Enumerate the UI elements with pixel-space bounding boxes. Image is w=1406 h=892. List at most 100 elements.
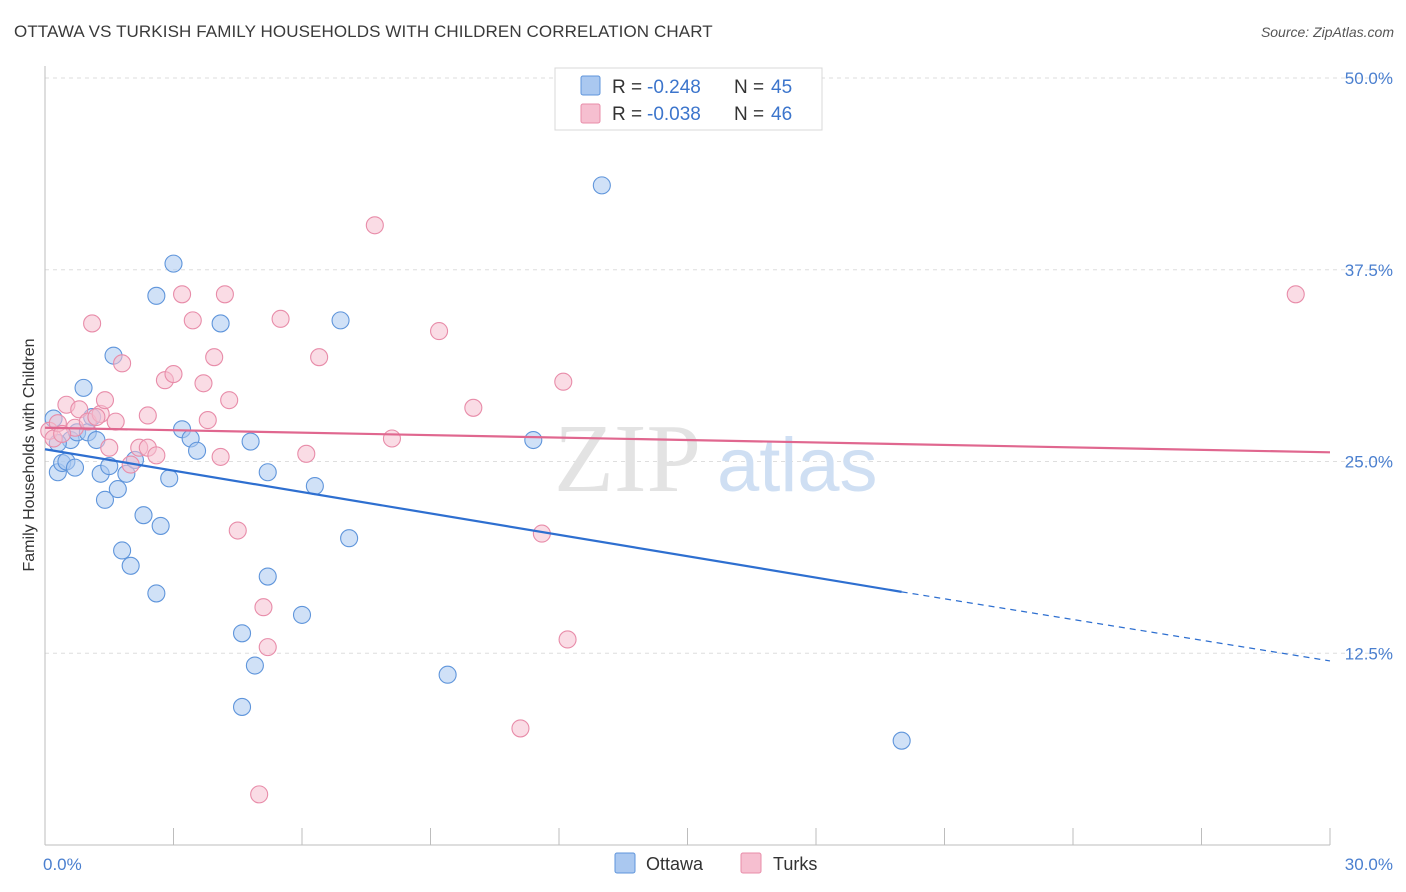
point-ottawa-41	[524, 430, 543, 450]
point-turks-32	[271, 309, 290, 328]
point-ottawa-21	[147, 584, 166, 603]
point-turks-42	[558, 630, 577, 649]
point-ottawa-43	[892, 731, 911, 750]
point-ottawa-28	[188, 441, 207, 460]
point-turks-25	[211, 447, 230, 466]
legend-n-value-ottawa: 45	[771, 77, 792, 98]
point-ottawa-12	[95, 490, 115, 509]
bottom-legend-swatch-turks	[740, 852, 762, 874]
legend-r-label-turks: R =	[612, 104, 642, 125]
y-tick-label-2: 37.5%	[1345, 261, 1393, 280]
point-turks-31	[258, 638, 277, 657]
point-ottawa-24	[160, 469, 179, 488]
point-turks-39	[511, 719, 530, 738]
source-label: Source: ZipAtlas.com	[1260, 24, 1394, 40]
point-turks-20	[173, 285, 192, 304]
legend-swatch-turks	[580, 103, 601, 124]
y-tick-label-1: 25.0%	[1345, 453, 1393, 472]
legend-n-label-ottawa: N =	[734, 77, 764, 98]
point-turks-23	[198, 411, 217, 430]
x-tick-label-0: 0.0%	[43, 855, 82, 874]
y-tick-label-0: 12.5%	[1345, 644, 1393, 663]
point-turks-41	[554, 372, 573, 391]
trend-lines	[44, 426, 1331, 662]
watermark-atlas: atlas	[717, 423, 878, 508]
point-turks-11	[106, 412, 125, 431]
point-ottawa-25	[164, 254, 183, 273]
point-turks-10	[100, 438, 119, 457]
point-turks-21	[183, 311, 202, 330]
point-turks-36	[382, 429, 402, 448]
point-turks-24	[205, 348, 224, 367]
y-tick-label-3: 50.0%	[1345, 69, 1393, 88]
legend-r-label-ottawa: R =	[612, 77, 642, 98]
y-axis-label: Family Households with Children	[21, 339, 38, 572]
point-ottawa-33	[245, 656, 264, 675]
point-ottawa-34	[258, 567, 277, 586]
point-turks-17	[147, 446, 166, 465]
x-tick-label-1: 30.0%	[1345, 855, 1393, 874]
point-ottawa-36	[292, 605, 312, 624]
point-ottawa-40	[438, 665, 457, 684]
point-ottawa-42	[592, 176, 611, 195]
trend-line-extension-ottawa	[901, 591, 1331, 662]
point-turks-27	[220, 391, 239, 410]
point-turks-29	[250, 785, 269, 804]
point-ottawa-31	[232, 697, 252, 716]
point-ottawa-20	[134, 506, 153, 525]
gridlines	[45, 77, 1392, 654]
point-turks-43	[1286, 285, 1305, 304]
point-turks-22	[194, 374, 213, 393]
point-turks-5	[70, 400, 89, 419]
point-ottawa-37	[305, 476, 324, 496]
point-turks-45	[87, 407, 106, 427]
point-ottawa-38	[331, 311, 350, 330]
point-ottawa-15	[108, 480, 127, 499]
point-turks-16	[138, 406, 157, 425]
legend-r-value-turks: -0.038	[647, 104, 701, 125]
point-turks-28	[228, 521, 247, 540]
point-ottawa-13	[100, 457, 119, 476]
point-ottawa-30	[232, 624, 252, 643]
point-ottawa-32	[241, 432, 260, 451]
legend-r-value-ottawa: -0.248	[647, 77, 701, 98]
point-ottawa-22	[147, 286, 166, 305]
point-turks-33	[297, 444, 316, 463]
point-ottawa-5	[65, 458, 85, 477]
axes	[44, 66, 1331, 846]
point-turks-37	[430, 322, 449, 341]
point-turks-26	[215, 285, 234, 304]
point-ottawa-18	[121, 556, 140, 575]
watermark-zip: ZIP	[554, 405, 701, 513]
point-turks-19	[164, 365, 183, 384]
point-ottawa-29	[211, 314, 230, 333]
legend-swatch-ottawa	[580, 75, 601, 96]
trend-line-ottawa	[44, 448, 902, 593]
point-ottawa-7	[74, 378, 93, 397]
point-turks-38	[464, 398, 483, 417]
point-turks-12	[113, 354, 132, 373]
top-legend: R = -0.248 N = 45 R = -0.038 N = 46	[554, 67, 823, 131]
point-turks-7	[83, 314, 102, 333]
point-turks-9	[95, 391, 115, 410]
legend-n-value-turks: 46	[771, 104, 792, 125]
bottom-legend-turks: Turks	[773, 854, 817, 874]
point-turks-34	[310, 348, 329, 367]
bottom-legend-ottawa: Ottawa	[646, 854, 704, 874]
trend-line-turks	[44, 426, 1331, 454]
bottom-legend-swatch-ottawa	[614, 852, 636, 874]
chart-title: OTTAWA VS TURKISH FAMILY HOUSEHOLDS WITH…	[14, 22, 713, 41]
tick-labels: 12.5% 25.0% 37.5% 50.0% 0.0% 30.0%	[43, 69, 1393, 874]
point-turks-44	[53, 424, 72, 443]
scatter-points	[40, 176, 1305, 804]
point-ottawa-39	[340, 529, 359, 548]
point-turks-30	[254, 598, 273, 617]
point-ottawa-16	[113, 541, 132, 560]
point-ottawa-35	[258, 463, 277, 482]
bottom-legend: Ottawa Turks	[614, 852, 817, 874]
point-ottawa-23	[151, 516, 170, 535]
legend-n-label-turks: N =	[734, 104, 764, 125]
watermark: ZIP atlas	[554, 405, 878, 513]
point-turks-35	[365, 216, 384, 235]
